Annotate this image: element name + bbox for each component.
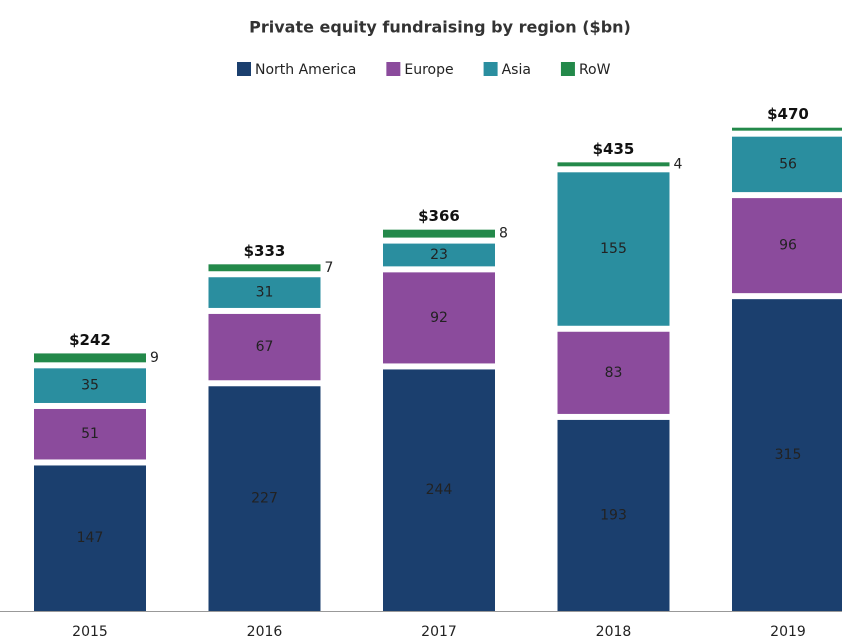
total-label: $242 [69,331,111,349]
data-label: 244 [426,482,453,498]
total-label: $366 [418,207,460,225]
legend-label: North America [255,62,356,78]
bar-segment [383,243,495,267]
chart-title: Private equity fundraising by region ($b… [249,18,631,37]
data-label: 227 [251,491,278,507]
bar-segment [732,136,842,193]
x-tick-label: 2015 [72,624,108,640]
bar-segment [732,198,842,294]
bar-segment [383,229,495,238]
legend-label: RoW [579,62,611,78]
data-label: 23 [430,247,448,263]
data-label: 8 [499,226,508,242]
bar-segment [383,272,495,364]
bar-segment [34,353,146,363]
data-label: 92 [430,310,448,326]
bar-segment [383,369,495,611]
data-label: 96 [779,238,797,254]
total-label: $333 [244,242,286,260]
data-label: 67 [256,339,274,355]
legend-swatch [560,62,575,76]
data-label: 9 [150,350,159,366]
bar-segment [557,331,670,414]
data-label: 193 [600,507,627,523]
legend-swatch [386,62,401,76]
data-label: 315 [775,447,802,463]
bar-segment [208,386,321,611]
x-tick-label: 2018 [596,624,632,640]
data-label: 7 [325,260,334,276]
data-label: 31 [256,285,274,301]
data-label: 83 [605,365,623,381]
bar-segment [208,277,321,308]
legend-swatch [237,62,251,76]
data-label: 51 [81,426,99,442]
x-tick-label: 2019 [770,624,806,640]
bar-segment [34,368,146,403]
x-tick-label: 2016 [247,624,283,640]
bar-segment [34,408,146,460]
bar-segment [557,419,670,611]
legend-label: Asia [502,62,531,78]
bar-segment [34,465,146,611]
bar-segment [208,264,321,272]
data-label: 147 [77,530,104,546]
data-label: 155 [600,241,627,257]
data-label: 35 [81,378,99,394]
bar-segment [208,313,321,381]
bar-segment [732,299,842,611]
bar-segment [732,127,842,131]
bar-segment [557,162,670,167]
legend-swatch [483,62,498,76]
data-label: 4 [674,156,683,172]
bar-segment [557,172,670,326]
data-label: 56 [779,156,797,172]
total-label: $470 [767,105,809,123]
x-tick-label: 2017 [421,624,457,640]
legend-label: Europe [404,62,453,78]
total-label: $435 [593,140,635,158]
